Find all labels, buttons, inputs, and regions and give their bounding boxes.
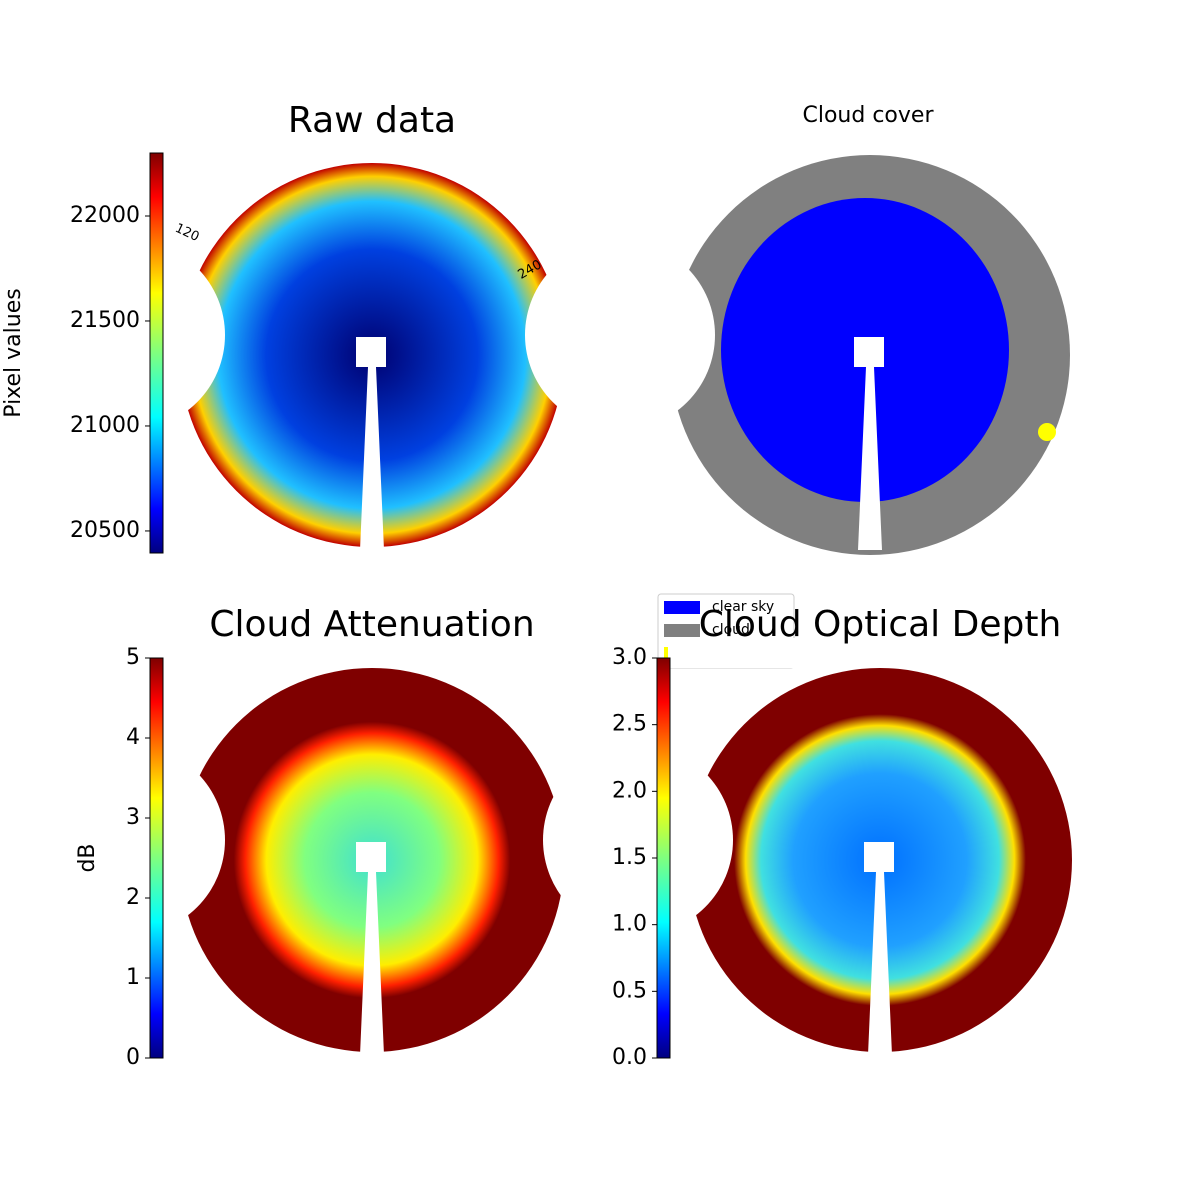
legend-swatch: [664, 601, 700, 614]
colorbar-label: Pixel values: [1, 288, 26, 417]
mask-top: [650, 125, 1090, 155]
panel: [35, 133, 584, 550]
legend-swatch: [664, 624, 700, 637]
notch: [35, 745, 225, 935]
panel-title: Cloud Optical Depth: [699, 604, 1062, 645]
mask-top: [160, 133, 584, 163]
annotation: 120: [173, 221, 202, 245]
colorbar-tick-label: 1: [126, 965, 140, 990]
colorbar: [149, 657, 164, 1059]
panel: [543, 638, 1092, 1055]
panel: [35, 638, 584, 1055]
colorbar-tick-label: 3.0: [612, 645, 647, 670]
colorbar-tick-label: 20500: [70, 518, 140, 543]
sun-marker: [1038, 423, 1056, 441]
legend-label: clear sky: [712, 599, 774, 615]
panel: [525, 125, 1090, 555]
panel-title: Cloud cover: [803, 103, 935, 128]
colorbar-tick-label: 3: [126, 805, 140, 830]
mast: [864, 842, 894, 1055]
colorbar: [149, 152, 164, 554]
colorbar-tick-label: 22000: [70, 203, 140, 228]
notch: [525, 240, 715, 430]
colorbar-tick-label: 2.5: [612, 712, 647, 737]
colorbar-tick-label: 21500: [70, 308, 140, 333]
mast: [854, 337, 884, 550]
panel-title: Raw data: [288, 100, 456, 141]
colorbar-tick-label: 2.0: [612, 778, 647, 803]
colorbar-label: dB: [75, 843, 100, 872]
colorbar-tick-label: 4: [126, 725, 140, 750]
colorbar-tick-label: 1.5: [612, 845, 647, 870]
colorbar-tick-label: 0.0: [612, 1045, 647, 1070]
panel-title: Cloud Attenuation: [209, 604, 534, 645]
colorbar-tick-label: 1.0: [612, 912, 647, 937]
colorbar-tick-label: 0: [126, 1045, 140, 1070]
mask-top: [160, 638, 584, 668]
legend-label: cloud: [712, 622, 750, 638]
notch: [543, 745, 733, 935]
colorbar-tick-label: 5: [126, 645, 140, 670]
notch: [35, 240, 225, 430]
colorbar: [656, 657, 671, 1059]
colorbar-tick-label: 2: [126, 885, 140, 910]
colorbar-tick-label: 0.5: [612, 978, 647, 1003]
mask-top: [668, 638, 1092, 668]
mast: [356, 842, 386, 1055]
mast: [356, 337, 386, 550]
colorbar-tick-label: 21000: [70, 413, 140, 438]
